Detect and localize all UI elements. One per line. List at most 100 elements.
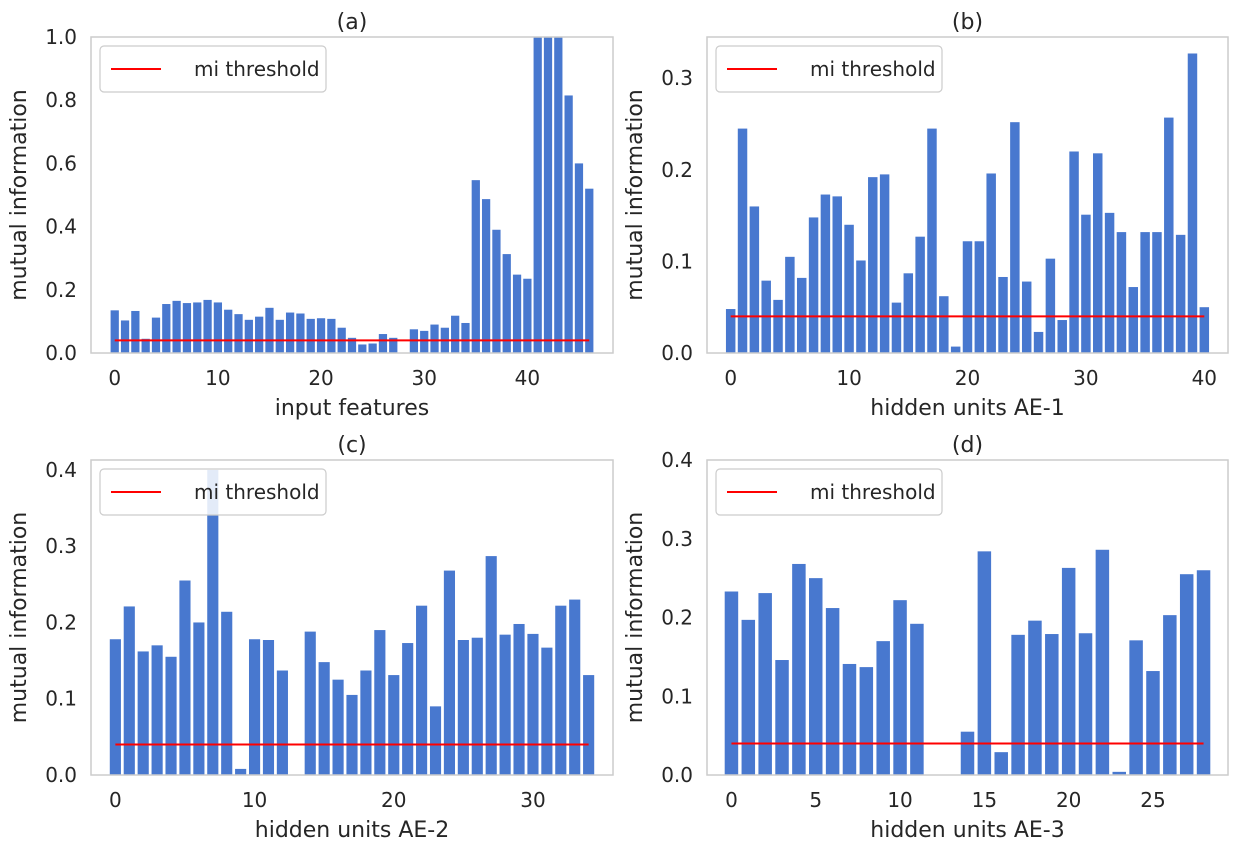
bar-d-9 bbox=[876, 641, 890, 775]
bar-d-18 bbox=[1028, 620, 1042, 775]
bar-a-23 bbox=[347, 337, 357, 353]
bar-c-4 bbox=[165, 656, 177, 775]
bar-b-9 bbox=[832, 196, 842, 353]
bar-a-10 bbox=[213, 302, 223, 353]
bar-b-36 bbox=[1152, 232, 1162, 353]
bar-a-40 bbox=[523, 278, 532, 353]
x-tick-label-d-5: 5 bbox=[809, 788, 822, 812]
bar-b-21 bbox=[974, 241, 985, 353]
bar-b-37 bbox=[1164, 117, 1174, 353]
bar-a-11 bbox=[224, 309, 233, 353]
y-tick-label-c-3: 0.3 bbox=[45, 534, 77, 558]
bar-c-12 bbox=[276, 670, 288, 775]
bar-d-10 bbox=[893, 600, 907, 775]
bar-c-3 bbox=[151, 645, 163, 775]
bar-a-36 bbox=[481, 199, 491, 353]
y-axis-label-b: mutual information bbox=[623, 89, 648, 301]
bar-a-38 bbox=[502, 254, 511, 353]
y-tick-label-a-3: 0.6 bbox=[45, 151, 77, 175]
y-tick-label-c-2: 0.2 bbox=[45, 610, 77, 634]
axes-frame-b bbox=[706, 36, 1229, 354]
bar-d-19 bbox=[1045, 634, 1059, 775]
bar-d-25 bbox=[1146, 671, 1160, 775]
bar-a-33 bbox=[451, 315, 460, 353]
bar-b-7 bbox=[808, 217, 819, 353]
panel-title-a: (a) bbox=[337, 10, 368, 35]
bar-a-27 bbox=[389, 337, 398, 353]
bar-d-5 bbox=[809, 578, 823, 775]
bar-c-14 bbox=[304, 631, 316, 775]
legend-box-d bbox=[715, 468, 943, 516]
y-tick-label-a-2: 0.4 bbox=[45, 215, 77, 239]
x-axis-label-b: hidden units AE-1 bbox=[870, 396, 1064, 421]
bar-c-20 bbox=[388, 675, 400, 775]
legend-a: mi threshold bbox=[99, 45, 327, 93]
legend-box-c bbox=[99, 468, 327, 516]
y-tick-label-a-4: 0.8 bbox=[45, 88, 77, 112]
bar-c-24 bbox=[443, 570, 456, 775]
bar-d-7 bbox=[842, 663, 857, 775]
bar-a-26 bbox=[378, 334, 388, 353]
bar-c-19 bbox=[374, 630, 386, 775]
bar-c-11 bbox=[262, 640, 275, 775]
x-tick-label-b-20: 20 bbox=[955, 366, 980, 390]
bar-a-5 bbox=[162, 304, 171, 353]
bar-b-32 bbox=[1104, 212, 1115, 353]
bar-a-25 bbox=[368, 343, 377, 353]
y-tick-label-d-3: 0.3 bbox=[661, 527, 693, 551]
bar-b-30 bbox=[1081, 214, 1091, 353]
bar-a-0 bbox=[110, 310, 119, 353]
bar-c-34 bbox=[583, 675, 595, 775]
bar-a-43 bbox=[554, 37, 563, 353]
x-tick-label-c-10: 10 bbox=[242, 788, 267, 812]
bar-c-8 bbox=[221, 611, 233, 775]
bar-b-39 bbox=[1187, 53, 1198, 353]
bar-a-15 bbox=[265, 307, 274, 353]
bar-d-14 bbox=[960, 731, 975, 775]
y-tick-label-b-0: 0.0 bbox=[661, 341, 693, 365]
bar-a-2 bbox=[131, 310, 140, 353]
y-tick-label-d-2: 0.2 bbox=[661, 606, 693, 630]
bar-c-10 bbox=[248, 639, 261, 775]
panel-title-b: (b) bbox=[952, 10, 983, 35]
bar-a-12 bbox=[234, 314, 243, 353]
bar-a-41 bbox=[533, 37, 542, 353]
bars-c bbox=[109, 469, 595, 775]
bar-b-31 bbox=[1093, 153, 1103, 353]
bar-d-24 bbox=[1129, 640, 1143, 775]
bar-c-0 bbox=[109, 639, 121, 775]
bar-c-2 bbox=[137, 651, 149, 775]
y-tick-label-a-1: 0.2 bbox=[45, 278, 77, 302]
bar-b-0 bbox=[725, 309, 736, 353]
bar-c-26 bbox=[471, 637, 483, 775]
bar-a-19 bbox=[306, 318, 315, 353]
bar-b-16 bbox=[915, 236, 925, 353]
bar-b-14 bbox=[891, 302, 902, 353]
bar-c-31 bbox=[541, 647, 553, 775]
bar-b-22 bbox=[986, 173, 996, 353]
bar-c-21 bbox=[402, 643, 414, 775]
bar-b-4 bbox=[773, 299, 783, 353]
x-tick-label-c-30: 30 bbox=[520, 788, 545, 812]
x-tick-label-d-0: 0 bbox=[725, 788, 738, 812]
bar-d-23 bbox=[1112, 771, 1126, 775]
legend-label-a: mi threshold bbox=[194, 57, 320, 81]
bar-b-38 bbox=[1175, 234, 1186, 353]
bar-a-21 bbox=[327, 318, 336, 353]
bar-c-29 bbox=[513, 623, 525, 775]
bar-a-17 bbox=[285, 312, 295, 353]
bar-b-23 bbox=[998, 276, 1008, 353]
y-tick-label-b-3: 0.3 bbox=[661, 66, 693, 90]
legend-d: mi threshold bbox=[715, 468, 943, 516]
bar-d-15 bbox=[977, 551, 992, 775]
bar-d-22 bbox=[1095, 549, 1110, 775]
x-axis-label-d: hidden units AE-3 bbox=[870, 818, 1064, 843]
bar-c-5 bbox=[179, 580, 191, 775]
bar-a-42 bbox=[543, 37, 553, 353]
y-axis-label-c: mutual information bbox=[7, 512, 32, 724]
bar-b-33 bbox=[1116, 232, 1127, 353]
bar-d-20 bbox=[1061, 567, 1076, 775]
bar-b-34 bbox=[1128, 287, 1139, 353]
bar-d-8 bbox=[859, 667, 874, 775]
bar-b-12 bbox=[868, 177, 878, 353]
